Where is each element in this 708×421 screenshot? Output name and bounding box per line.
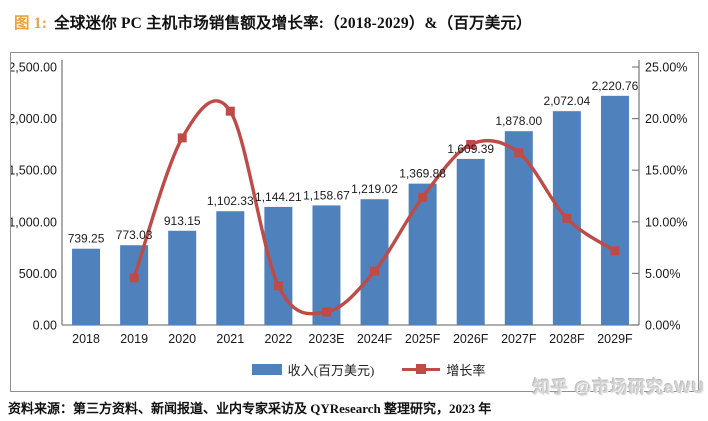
x-axis-category-label: 2025F (405, 332, 441, 346)
watermark: 知乎 @市场研究aWU (532, 378, 705, 397)
revenue-bar (408, 183, 437, 325)
right-axis-tick: 20.00% (645, 112, 687, 126)
bar-value-label: 1,144.21 (255, 190, 302, 204)
x-axis-category-label: 2022 (264, 332, 292, 346)
left-axis-tick: 0.00 (33, 319, 57, 333)
revenue-bar (312, 205, 341, 325)
legend-line-swatch (402, 364, 441, 375)
bar-value-label: 1,219.02 (351, 182, 398, 196)
growth-rate-marker (418, 192, 428, 202)
x-axis-category-label: 2026F (453, 332, 489, 346)
revenue-bar (216, 211, 245, 325)
x-axis-category-label: 2028F (549, 332, 585, 346)
bars-group (72, 95, 629, 325)
bar-value-label: 1,102.33 (207, 194, 254, 208)
growth-rate-marker (370, 266, 380, 276)
left-axis-tick: 500.00 (19, 267, 57, 281)
revenue-bar (120, 245, 149, 325)
x-axis-category-label: 2024F (357, 332, 393, 346)
growth-rate-marker (273, 281, 283, 291)
growth-rate-marker (466, 140, 476, 150)
x-axis-category-label: 2029F (597, 332, 633, 346)
legend-line-marker-icon (416, 364, 427, 375)
growth-rate-line (132, 99, 617, 316)
chart-legend: 收入(百万美元) 增长率 (25, 360, 708, 379)
bar-value-label: 739.25 (68, 232, 105, 246)
x-axis-category-label: 2021 (216, 332, 244, 346)
right-axis-tick: 0.00% (645, 319, 680, 333)
growth-line-group (129, 99, 620, 317)
bar-value-label: 1,609.39 (447, 142, 494, 156)
bar-value-label: 2,220.76 (592, 79, 639, 93)
x-axis-category-label: 2020 (168, 332, 196, 346)
tick-labels-group: 0.00 500.00 1,000.00 1,500.00 2,000.00 2,500.… (11, 61, 687, 347)
legend-bar-swatch (251, 364, 282, 375)
revenue-bar (504, 131, 533, 325)
axes (61, 60, 640, 326)
x-axis-category-label: 2027F (501, 332, 537, 346)
growth-rate-marker (610, 246, 620, 256)
revenue-bar (72, 248, 101, 325)
revenue-bar (168, 230, 197, 325)
source-note: 资料来源：第三方资料、新闻报道、业内专家采访及 QYResearch 整理研究，… (8, 401, 492, 416)
growth-rate-marker (177, 133, 187, 143)
x-axis-category-label: 2019 (120, 332, 148, 346)
x-axis-category-label: 2023E (308, 332, 344, 346)
bar-value-label: 1,158.67 (303, 188, 350, 202)
growth-rate-marker (225, 106, 235, 116)
chart-canvas: 739.25 773.03 913.15 1,102.33 1,144.21 1,158.… (11, 60, 687, 347)
legend-bar-label: 收入(百万美元) (287, 363, 375, 378)
left-axis-tick: 1,000.00 (11, 215, 57, 229)
figure-title: 图 1: 全球迷你 PC 主机市场销售额及增长率:（2018-2029）&（百万美… (14, 11, 532, 33)
growth-rate-marker (514, 148, 524, 158)
left-axis-tick: 2,500.00 (11, 61, 57, 75)
chart-frame: 739.25 773.03 913.15 1,102.33 1,144.21 1,158.… (10, 52, 699, 392)
figure-heading: 全球迷你 PC 主机市场销售额及增长率:（2018-2029）&（百万美元） (54, 15, 532, 32)
bar-value-label: 913.15 (164, 214, 201, 228)
revenue-bar (600, 95, 629, 325)
bar-value-label: 1,369.88 (399, 167, 446, 181)
bar-value-label: 1,878.00 (495, 114, 542, 128)
left-axis-tick: 2,000.00 (11, 112, 57, 126)
figure-number-label: 图 1: (14, 15, 48, 32)
revenue-bar (264, 206, 293, 325)
bar-value-label: 773.03 (116, 228, 153, 242)
right-axis-tick: 15.00% (645, 164, 687, 178)
right-axis-tick: 5.00% (645, 267, 680, 281)
growth-rate-marker (129, 273, 139, 283)
bar-value-label: 2,072.04 (544, 94, 591, 108)
x-axis-category-label: 2018 (72, 332, 100, 346)
right-axis-tick: 10.00% (645, 215, 687, 229)
revenue-bar (360, 199, 389, 325)
left-axis-tick: 1,500.00 (11, 164, 57, 178)
growth-rate-marker (562, 213, 572, 223)
right-axis-tick: 25.00% (645, 61, 687, 75)
revenue-bar (456, 158, 485, 325)
data-labels-group: 739.25 773.03 913.15 1,102.33 1,144.21 1,158.… (68, 79, 639, 246)
growth-rate-marker (321, 307, 331, 317)
legend-line-label: 增长率 (446, 363, 486, 378)
